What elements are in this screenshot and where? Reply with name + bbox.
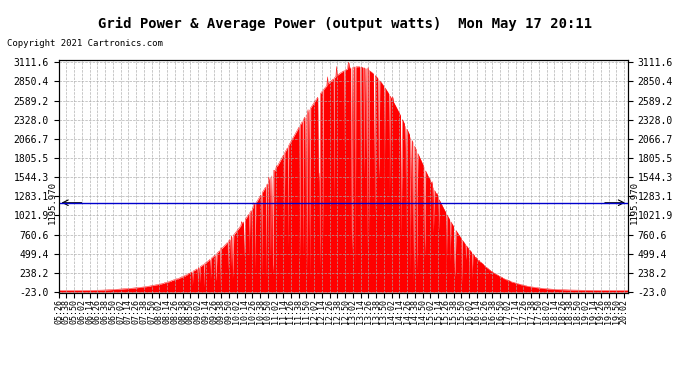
Text: Grid Power & Average Power (output watts)  Mon May 17 20:11: Grid Power & Average Power (output watts… [98, 17, 592, 31]
Text: 1195.970: 1195.970 [48, 181, 57, 224]
Text: Copyright 2021 Cartronics.com: Copyright 2021 Cartronics.com [7, 39, 163, 48]
Text: 1195.970: 1195.970 [629, 181, 639, 224]
